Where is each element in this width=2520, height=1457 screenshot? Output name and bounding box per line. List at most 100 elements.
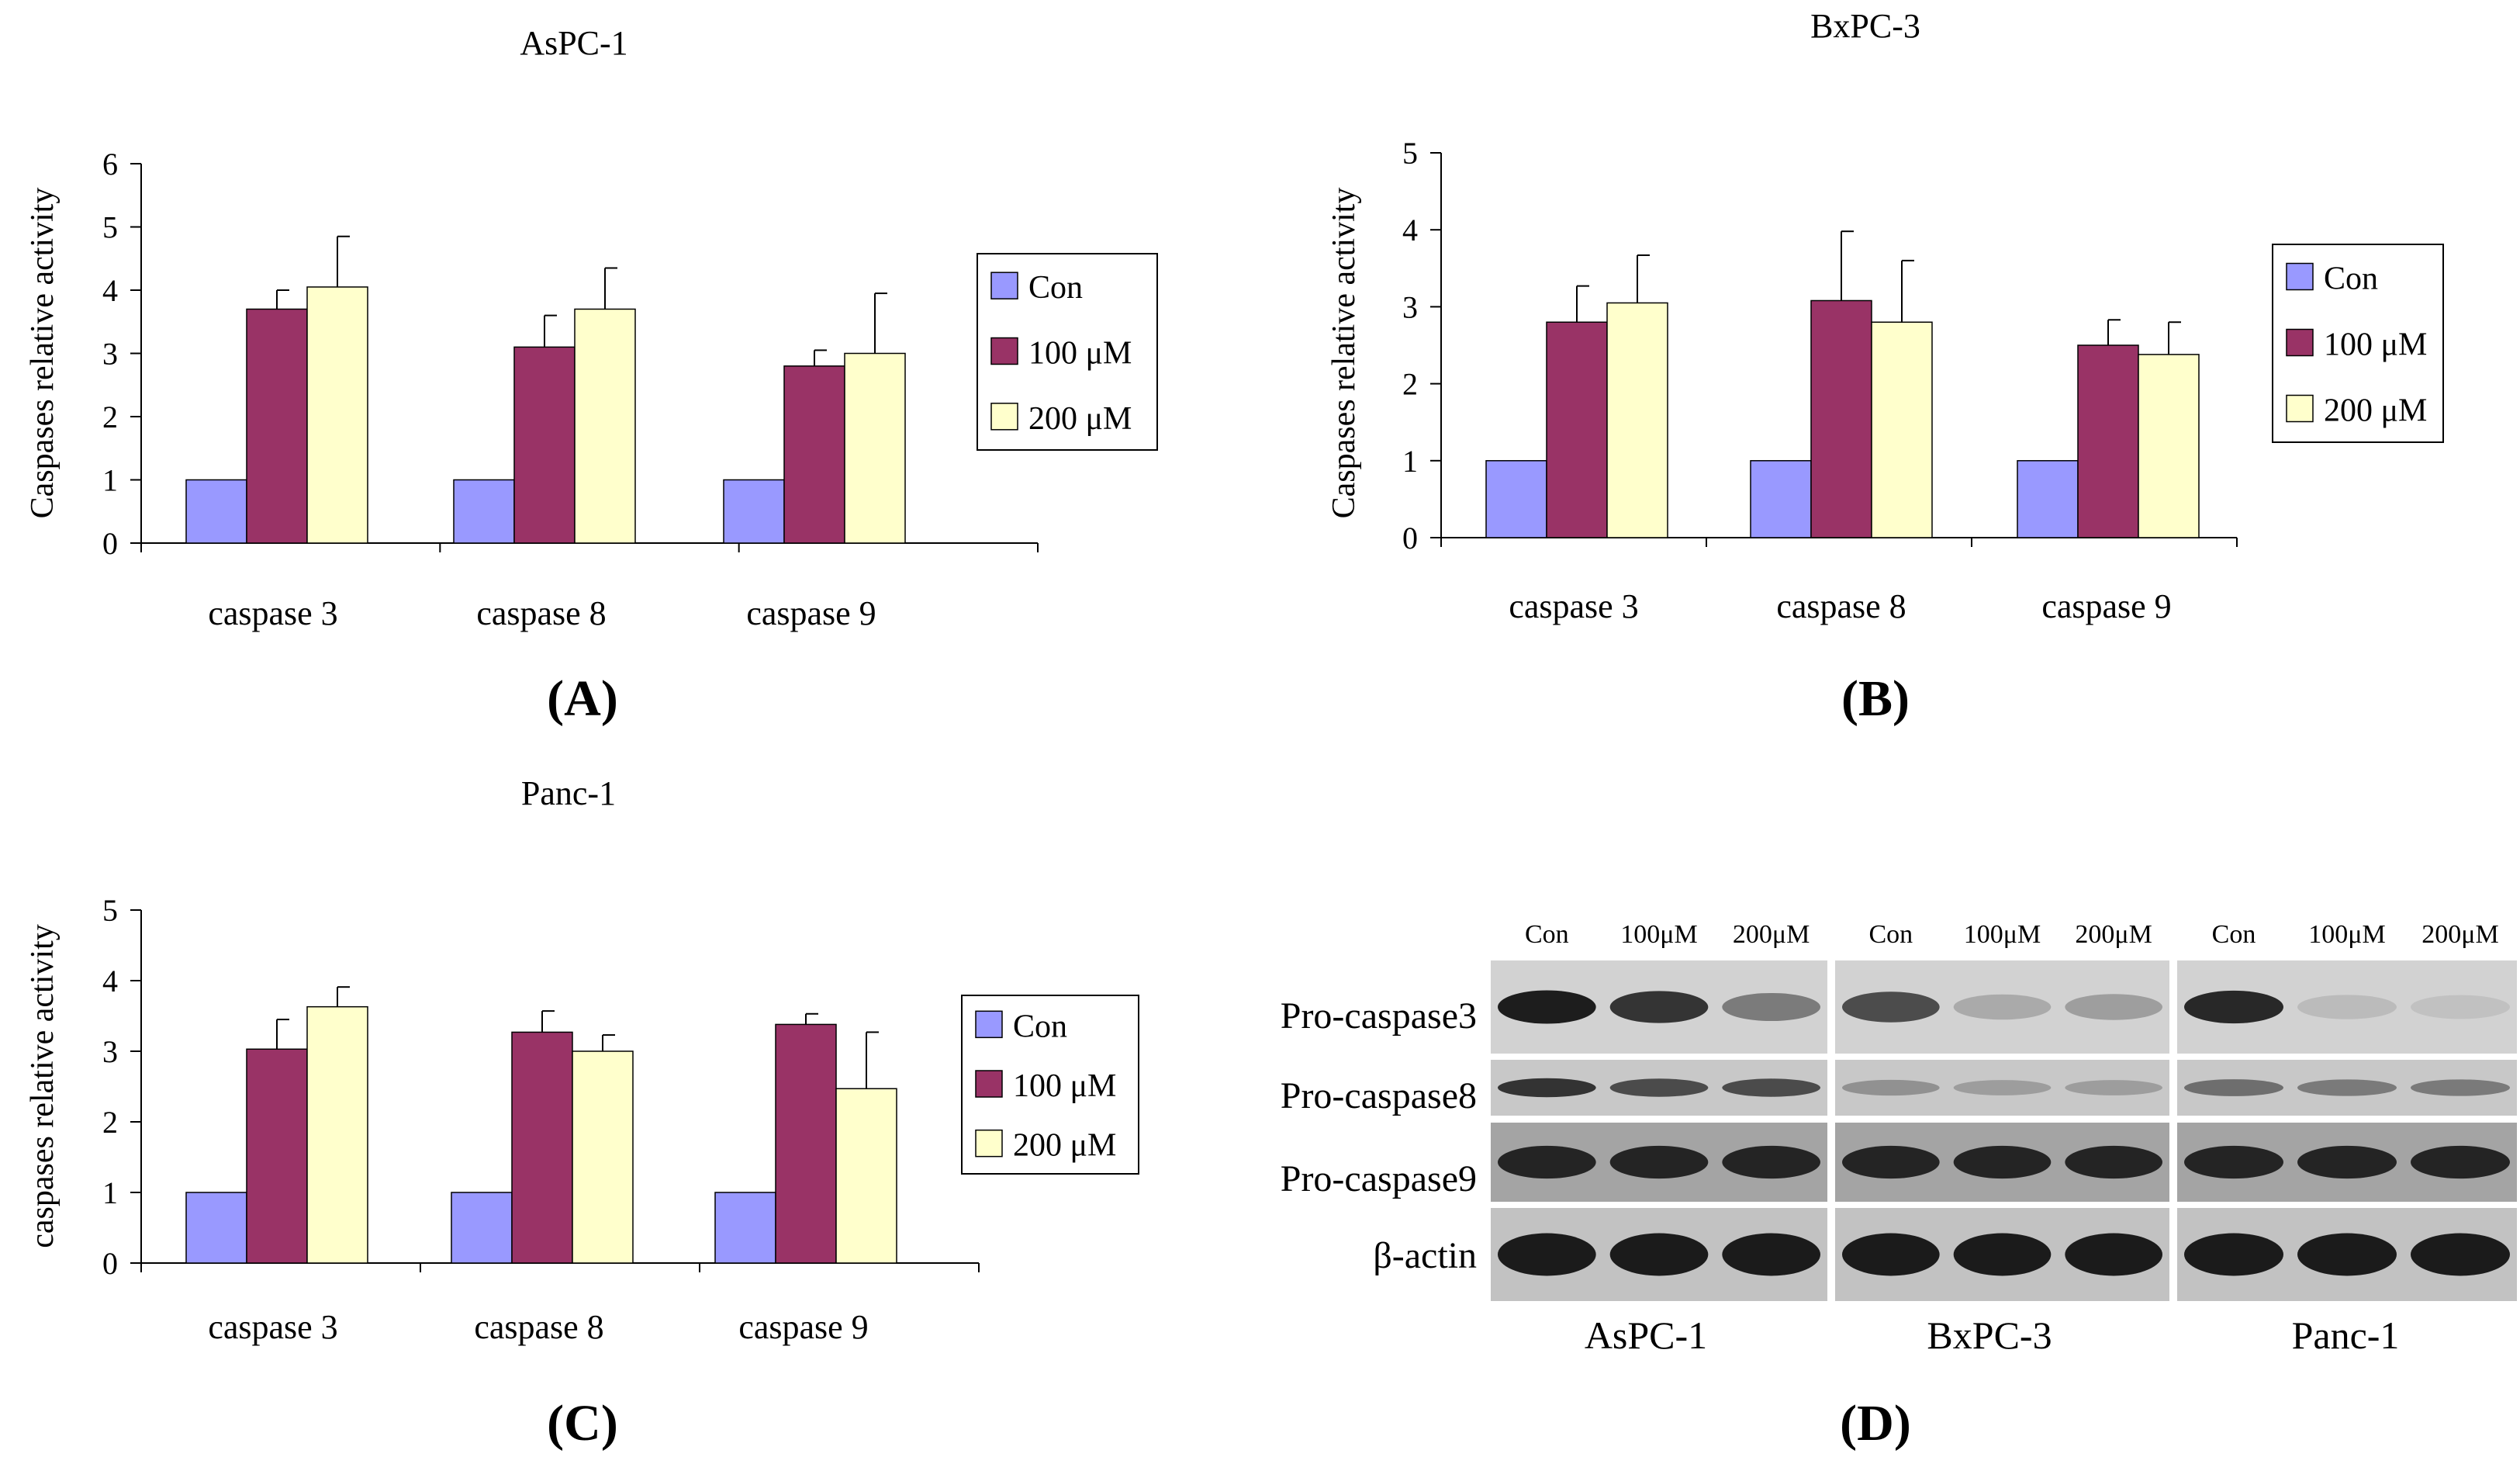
blot-cell-line-label: Panc-1	[2292, 1313, 2400, 1357]
y-tick-label: 4	[102, 964, 118, 998]
bar-con-caspase9	[714, 1192, 776, 1264]
blot-band	[2297, 1079, 2397, 1096]
panel-label-close-paren: )	[1894, 1395, 1911, 1452]
x-category-label: caspase 9	[738, 1308, 868, 1346]
panel-label-close-paren: )	[601, 1395, 618, 1452]
legend-label: 200 μM	[1013, 1128, 1116, 1164]
chart-panel-a: AsPC-1 Caspases relative activity 0 1 2 3 4 5 6 c…	[25, 24, 1158, 727]
blot-band	[1722, 1233, 1821, 1276]
y-tick-label: 3	[102, 1034, 118, 1069]
blot-band	[1842, 1079, 1940, 1096]
blot-band	[2297, 1145, 2397, 1179]
blot-band	[2411, 1079, 2510, 1096]
legend-label: Con	[1013, 1009, 1067, 1044]
blot-band	[2184, 1145, 2283, 1179]
panel-label-close-paren: )	[1893, 670, 1910, 727]
legend-swatch	[975, 1010, 1003, 1039]
bar-100m-caspase8	[513, 346, 576, 544]
y-axis-label: Caspases relative activity	[25, 188, 60, 519]
blot-column-label: 100μM	[2308, 920, 2385, 949]
blot-band	[1842, 1233, 1940, 1276]
panel-label: (D)	[1840, 1395, 1911, 1452]
chart-panel-b: BxPC-3 Caspases relative activity 0 1 2 3 4 5 ca…	[1326, 7, 2444, 727]
western-blot-panel-d: Con 100μM 200μM Con 100μM 200μM Con 100μM 200μM P…	[1281, 920, 2517, 1452]
y-tick-label: 1	[1402, 444, 1418, 479]
bar-200m-caspase8	[572, 1050, 634, 1264]
y-tick-label: 5	[1402, 136, 1418, 171]
blot-band	[2297, 1233, 2397, 1276]
blot-column-label: 200μM	[2421, 920, 2498, 949]
chart-title: Panc-1	[521, 774, 616, 812]
blot-band	[2184, 1079, 2283, 1096]
panel-label-letter: B	[1858, 670, 1893, 727]
bar-200m-caspase3	[1606, 302, 1668, 538]
y-tick-label: 4	[102, 273, 118, 308]
legend-label: Con	[2324, 261, 2378, 297]
x-category-label: caspase 8	[474, 1308, 603, 1346]
panel-label: (A)	[547, 670, 618, 727]
chart-title: AsPC-1	[520, 24, 627, 62]
y-tick-label: 1	[102, 1175, 118, 1210]
blot-row-label: β-actin	[1373, 1235, 1477, 1276]
blot-band	[1953, 1145, 2052, 1179]
bar-100m-caspase9	[783, 365, 845, 544]
blot-row-label: Pro-caspase9	[1281, 1158, 1477, 1199]
bar-con-caspase9	[2017, 460, 2079, 538]
bar-con-caspase8	[1750, 460, 1812, 538]
blot-band	[2065, 994, 2163, 1020]
bar-100m-caspase8	[1810, 299, 1872, 538]
panel-label-letter: C	[564, 1395, 601, 1452]
blot-band	[1498, 1145, 1596, 1179]
blot-column-label: Con	[2212, 920, 2256, 949]
blot-band	[1722, 1145, 1821, 1179]
blot-band	[1722, 992, 1821, 1022]
legend-label: 100 μM	[1028, 336, 1132, 372]
blot-band	[1953, 1233, 2052, 1276]
blot-band	[2065, 1145, 2163, 1179]
y-tick-label: 4	[1402, 213, 1418, 247]
blot-column-label: 200μM	[1733, 920, 1810, 949]
blot-band	[1609, 991, 1709, 1023]
x-category-label: caspase 9	[746, 594, 876, 632]
bar-100m-caspase3	[246, 308, 308, 544]
blot-cell-line-label: BxPC-3	[1927, 1313, 2052, 1357]
bar-200m-caspase9	[2138, 354, 2200, 538]
bar-200m-caspase9	[844, 352, 906, 544]
bar-200m-caspase3	[306, 1005, 368, 1264]
x-category-label: caspase 8	[476, 594, 606, 632]
blot-band	[1953, 1080, 2052, 1095]
chart-title: BxPC-3	[1810, 7, 1920, 45]
bar-200m-caspase3	[306, 286, 368, 544]
blot-band	[2184, 1233, 2283, 1276]
bar-100m-caspase8	[511, 1031, 573, 1264]
x-category-label: caspase 3	[208, 1308, 337, 1346]
blot-band	[1842, 1145, 1940, 1179]
legend-label: 100 μM	[2324, 327, 2427, 363]
y-tick-label: 1	[102, 463, 118, 498]
blot-band	[1498, 990, 1596, 1024]
blot-band	[1498, 1233, 1596, 1276]
panel-label-open-paren: (	[547, 1395, 564, 1452]
bar-con-caspase3	[185, 1192, 247, 1264]
bar-200m-caspase8	[574, 308, 636, 544]
y-axis-label: caspases relative activity	[25, 924, 60, 1248]
y-tick-label: 5	[102, 210, 118, 245]
x-category-label: caspase 3	[1509, 587, 1638, 625]
bar-100m-caspase3	[1546, 321, 1608, 538]
y-tick-label: 0	[102, 1246, 118, 1281]
blot-band	[1609, 1233, 1709, 1276]
panel-label-letter: D	[1857, 1395, 1894, 1452]
blot-column-label: 200μM	[2075, 920, 2152, 949]
x-category-label: caspase 8	[1776, 587, 1906, 625]
blot-column-label: 100μM	[1620, 920, 1697, 949]
blot-band	[2065, 1233, 2163, 1276]
chart-panel-c: Panc-1 caspases relative activity 0 1 2 3 4 5 ca…	[25, 774, 1139, 1452]
panel-label: (B)	[1841, 670, 1910, 727]
bar-con-caspase8	[451, 1192, 513, 1264]
y-tick-label: 5	[102, 893, 118, 928]
blot-cell-line-label: AsPC-1	[1585, 1313, 1707, 1357]
legend-swatch	[2286, 394, 2314, 423]
legend-label: Con	[1028, 270, 1083, 306]
legend-swatch	[990, 337, 1018, 365]
panel-label-open-paren: (	[1841, 670, 1858, 727]
